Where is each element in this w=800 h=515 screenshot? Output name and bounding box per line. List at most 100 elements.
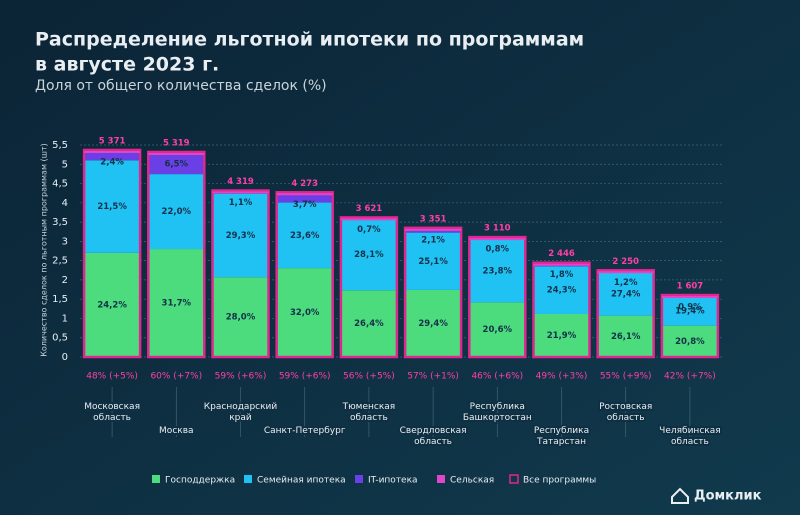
total-label: 5 319 [163,138,190,148]
segment-label: 6,5% [165,159,189,169]
bar-segment [276,192,333,203]
bar-segment [212,193,269,278]
bar-segment [148,151,205,175]
segment-label: 22,0% [162,207,192,217]
segment-label: 26,4% [354,319,384,329]
share-label: 46% (+6%) [471,372,523,382]
y-tick-label: 1,5 [52,294,68,305]
bar-total [660,293,720,359]
x-tick-label: Ростовская область [599,402,652,423]
segment-label: 20,6% [483,325,513,335]
y-tick-label: 0 [62,352,68,363]
x-tick-label: Тюменская область [342,402,396,423]
x-tick-label: Челябинская область [659,426,720,447]
legend-label: Сельская [450,476,494,486]
legend-swatch [152,475,160,483]
bar-segment [597,315,654,357]
total-label: 2 250 [612,257,639,267]
x-tick-label: Московская область [84,402,140,423]
legend-swatch [244,475,252,483]
segment-label: 29,3% [226,231,256,241]
bar-segment [84,160,141,253]
share-label: 59% (+6%) [279,372,331,382]
bar-segment [148,249,205,357]
y-tick-label: 3 [62,236,68,247]
segment-label: 0,8% [486,245,510,255]
legend-label: Все программы [523,476,596,486]
legend-swatch [437,475,445,483]
y-axis-title: Количество сделок по льготным программам… [40,143,49,357]
logo-text: Домклик [694,489,762,504]
share-label: 59% (+6%) [215,372,267,382]
segment-label: 29,4% [418,319,448,329]
share-label: 57% (+1%) [407,372,459,382]
chart-title: Распределение льготной ипотеки по програ… [35,29,584,51]
y-tick-label: 4,5 [52,179,68,190]
y-tick-label: 5 [62,159,68,170]
y-tick-label: 3,5 [52,217,68,228]
bar-total [532,261,591,359]
bar-total [82,148,142,359]
segment-label: 1,1% [229,198,253,208]
total-label: 5 371 [99,136,126,146]
bar-total [211,189,270,359]
bar-segment [148,174,205,250]
segment-label: 27,4% [611,289,641,299]
x-tick-label: Краснодарский край [204,402,278,423]
logo: Домклик [671,487,762,504]
y-tick-label: 4 [62,198,68,209]
total-label: 1 607 [677,282,704,292]
x-tick-label: Санкт-Петербург [264,426,346,436]
bar-total [275,191,334,359]
bar-segment [469,239,526,303]
share-label: 49% (+3%) [536,372,588,382]
segment-label: 2,4% [100,157,124,167]
bar-segment [533,313,590,357]
bar-segment [84,149,141,161]
segment-label: 28,0% [226,313,256,323]
bar-total [147,150,206,359]
share-label: 60% (+7%) [150,372,202,382]
share-label: 55% (+9%) [600,372,652,382]
bar-total [596,269,655,359]
total-label: 3 351 [420,214,447,224]
segment-label: 0,9% [678,303,702,313]
bar-segment [340,219,397,291]
segment-label: 3,7% [293,200,317,210]
share-label: 48% (+5%) [86,372,138,382]
total-label: 2 446 [548,249,575,259]
bar-segment [661,296,718,326]
total-label: 3 621 [356,204,383,214]
segment-label: 21,5% [97,202,127,212]
bar-segment [212,277,269,357]
segment-label: 1,2% [614,278,638,288]
bar-segment [405,232,462,290]
segment-label: 26,1% [611,332,641,342]
total-label: 4 319 [227,177,254,187]
y-tick-label: 1 [62,313,68,324]
bar-total [468,235,527,359]
segment-label: 23,6% [290,231,320,241]
legend-swatch [509,474,519,484]
bar-segment [533,266,590,314]
x-tick-label: Свердловская область [400,426,467,447]
segment-label: 20,8% [675,337,705,347]
segment-label: 0,7% [357,225,381,235]
x-tick-label: Республика Башкортостан [463,402,532,423]
segment-label: 31,7% [162,299,192,309]
logo-icon [671,487,689,504]
x-tick-label: Республика Татарстан [534,426,589,447]
legend-label: IT-ипотека [368,476,418,486]
total-label: 4 273 [291,179,318,189]
segment-label: 21,9% [547,331,577,341]
x-tick-label: Москва [159,426,193,436]
bar-total [339,216,399,359]
bar-total [403,226,463,359]
share-label: 56% (+5%) [343,372,395,382]
bar-segment [276,202,333,269]
legend-swatch [355,475,363,483]
y-tick-label: 0,5 [52,333,68,344]
legend-label: Семейная ипотека [257,476,346,486]
chart-subtitle: Доля от общего количества сделок (%) [35,78,327,94]
